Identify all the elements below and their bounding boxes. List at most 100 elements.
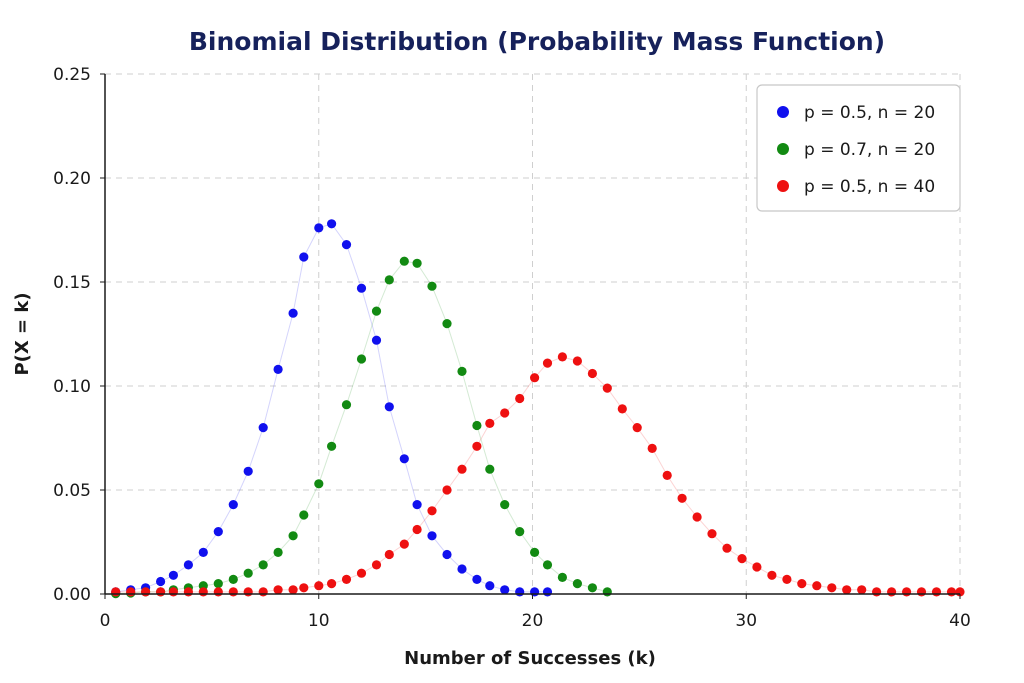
series-2-point xyxy=(299,510,309,520)
series-3-point xyxy=(872,587,882,597)
series-2-point xyxy=(602,587,612,597)
series-3-point xyxy=(288,585,298,595)
series-1-point xyxy=(228,500,238,510)
series-1-point xyxy=(243,466,253,476)
series-3-point xyxy=(916,587,927,597)
series-3-point xyxy=(314,581,324,591)
series-1-point xyxy=(156,576,166,587)
x-axis-ticks: 0 10 20 30 40 xyxy=(100,594,971,631)
series-1-point xyxy=(442,549,452,560)
series-3-point xyxy=(213,587,223,597)
y-tick-label: 0.05 xyxy=(53,481,91,501)
series-3-point xyxy=(842,585,852,595)
series-2-point xyxy=(399,256,409,266)
series-2-point xyxy=(213,579,223,589)
series-2-point xyxy=(557,572,568,583)
series-2-point xyxy=(542,560,553,570)
series-2-point xyxy=(442,319,452,329)
series-1-point xyxy=(314,223,324,233)
series-1-point xyxy=(542,587,553,597)
series-3-point xyxy=(662,470,672,480)
series-3-point xyxy=(752,562,762,572)
series-3-point xyxy=(384,549,394,560)
series-3-point xyxy=(722,543,732,553)
series-2-point xyxy=(258,560,268,570)
series-3-point xyxy=(767,570,777,580)
series-1-point xyxy=(198,547,208,558)
series-1-point xyxy=(515,587,525,597)
series-2-point xyxy=(472,420,482,431)
series-3-point xyxy=(827,583,837,593)
y-tick-label: 0.10 xyxy=(53,377,91,397)
y-tick-label: 0.25 xyxy=(53,65,91,85)
y-tick-label: 0.15 xyxy=(53,273,91,293)
series-3-point xyxy=(356,568,367,578)
series-3-point xyxy=(602,383,612,393)
series-1-line xyxy=(115,223,548,593)
series-3-point xyxy=(812,581,822,591)
series-2-point xyxy=(500,500,510,510)
series-2-point xyxy=(228,574,238,585)
series-3-point xyxy=(399,539,409,549)
legend-label-2: p = 0.7, n = 20 xyxy=(804,140,935,160)
legend: p = 0.5, n = 20 p = 0.7, n = 20 p = 0.5, n… xyxy=(756,84,961,212)
series-1-point xyxy=(183,560,193,570)
legend-label-1: p = 0.5, n = 20 xyxy=(804,103,935,123)
series-3-point xyxy=(782,574,792,585)
series-3-point xyxy=(887,587,897,597)
series-1-point xyxy=(384,402,394,412)
series-3-point xyxy=(442,485,452,495)
series-3-point xyxy=(587,368,598,379)
x-tick-label: 0 xyxy=(100,611,111,631)
series-3-point xyxy=(126,587,136,597)
chart-title: Binomial Distribution (Probability Mass … xyxy=(189,27,885,56)
series-1-point xyxy=(530,587,540,597)
x-axis-label: Number of Successes (k) xyxy=(404,648,656,669)
series-2-point xyxy=(485,464,495,474)
series-3-point xyxy=(647,443,657,453)
series-3-point xyxy=(797,579,807,589)
series-3-point xyxy=(632,423,642,433)
series-2-point xyxy=(243,568,253,578)
series-3-point xyxy=(341,574,352,585)
series-1-point xyxy=(485,581,495,591)
series-2-point xyxy=(341,400,352,410)
series-1-point xyxy=(273,364,283,374)
series-1 xyxy=(111,219,553,597)
series-3-point xyxy=(946,587,957,597)
series-3-point xyxy=(902,587,912,597)
series-2-point xyxy=(587,583,598,593)
series-3-point xyxy=(168,587,178,597)
series-2-point xyxy=(457,366,467,376)
series-3-point xyxy=(327,579,337,589)
series-3-point xyxy=(515,393,525,404)
x-tick-label: 40 xyxy=(949,611,971,631)
series-3-point xyxy=(485,418,495,428)
series-3-point xyxy=(617,404,627,414)
series-3-point xyxy=(427,506,437,516)
series-3-point xyxy=(557,352,568,362)
series-2-point xyxy=(530,547,540,558)
series-1-point xyxy=(371,335,382,345)
series-2-point xyxy=(314,479,324,489)
series-2-point xyxy=(427,281,437,291)
series-2-point xyxy=(412,258,422,268)
series-2 xyxy=(111,256,612,599)
series-1-point xyxy=(168,570,178,580)
series-3-point xyxy=(500,408,510,418)
series-2-point xyxy=(356,354,367,364)
series-3-point xyxy=(457,464,467,474)
series-2-point xyxy=(327,441,337,451)
legend-box xyxy=(756,84,961,212)
series-3-point xyxy=(692,512,702,522)
series-1-point xyxy=(472,574,482,585)
x-tick-label: 20 xyxy=(522,611,544,631)
series-3-line xyxy=(115,356,960,593)
series-3 xyxy=(111,352,965,597)
series-3-point xyxy=(273,585,283,595)
series-1-point xyxy=(299,252,309,262)
x-tick-label: 30 xyxy=(735,611,757,631)
series-1-point xyxy=(327,219,337,229)
series-3-point xyxy=(931,587,942,597)
